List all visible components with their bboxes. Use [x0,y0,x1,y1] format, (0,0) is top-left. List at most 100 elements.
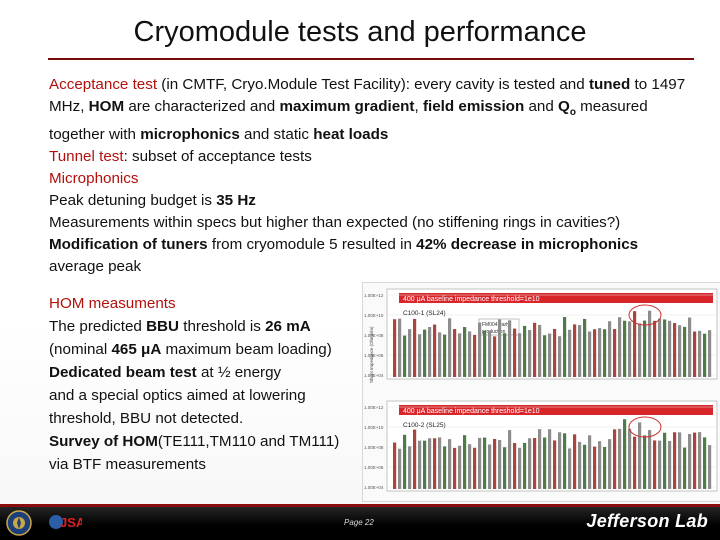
y-tick-label: 1.00E+08 [364,445,384,450]
special-optics-line: and a special optics aimed at lowering [49,387,306,404]
impedance-bar [633,311,637,377]
bbu-not-detected-line: threshold, BBU not detected. [49,410,244,427]
acceptance-test-label: Acceptance test [49,76,158,93]
impedance-bar [658,318,662,377]
impedance-bar [478,437,482,489]
impedance-bar [428,438,432,489]
plot-frame [386,400,718,492]
impedance-bar [503,447,507,489]
impedance-bar [658,440,662,489]
slide-title: Cryomodule tests and performance [133,16,587,48]
threshold-banner [399,405,713,415]
acceptance-test-paragraph: Acceptance test (in CMTF, Cryo.Module Te… [49,74,697,146]
impedance-bar [683,447,687,489]
impedance-bar [628,428,632,489]
impedance-bar [703,437,707,489]
impedance-bar [668,320,672,377]
subscript: o [569,107,576,119]
impedance-bar [648,310,652,377]
impedance-bar [393,442,397,489]
impedance-bar [528,438,532,489]
impedance-bar [673,323,677,377]
text-run: average peak [49,258,142,276]
impedance-bar [708,330,712,377]
impedance-bar [478,322,482,377]
text-run: measured together with [49,98,648,144]
impedance-bar [438,437,442,489]
impedance-bar [473,334,477,377]
impedance-bar [418,440,422,489]
hom-label: HOM measuments [49,295,176,312]
impedance-bar [413,318,417,377]
impedance-bar [608,439,612,489]
impedance-bar [643,320,647,377]
impedance-bar [393,319,397,377]
bold-run: microphonics [140,126,240,144]
footer-bar [0,504,720,540]
title-divider [48,58,694,60]
impedance-bar [513,328,517,377]
impedance-bar [653,440,657,489]
bold-run: Modification of tuners [49,236,208,254]
impedance-bar [458,445,462,489]
bold-run: 26 mA [265,318,311,335]
text-run: (TE111,TM110 and TM111) [157,433,340,450]
impedance-bar [558,432,562,489]
y-tick-label: 1.00E+10 [364,425,384,430]
impedance-bar [493,438,497,489]
impedance-bar [438,332,442,377]
impedance-bar [683,326,687,377]
impedance-bar [578,441,582,489]
impedance-bar [608,321,612,377]
jefferson-lab-logo: Jefferson Lab [586,511,708,531]
impedance-bar [503,333,507,377]
impedance-bar [593,446,597,489]
impedance-bar [443,334,447,377]
impedance-bar [543,335,547,377]
bold-run: Survey of HOM [49,433,158,450]
impedance-bar [678,325,682,377]
impedance-bar [643,435,647,489]
highlight-ellipse [628,304,662,326]
impedance-bar [448,439,452,489]
highlight-ellipse [628,416,662,438]
impedance-bar [603,329,607,377]
measurements-line: Measurements within specs but higher tha… [49,214,621,232]
impedance-bar [558,336,562,377]
impedance-bar [488,330,492,377]
impedance-bar [633,436,637,489]
bold-run: heat loads [313,126,389,144]
impedance-bar [408,446,412,489]
impedance-bar [463,435,467,489]
text-run: and [524,98,558,115]
impedance-bar [523,442,527,489]
y-tick-label: 1.00E+12 [364,293,384,298]
impedance-bar [543,437,547,489]
impedance-bar [403,434,407,489]
impedance-bar [663,432,667,489]
impedance-bar [688,433,692,489]
impedance-bar [593,329,597,377]
impedance-bar [483,437,487,489]
bold-run: 465 μA [111,341,162,358]
impedance-bar [443,446,447,489]
y-tick-label: 1.00E+04 [364,485,384,490]
impedance-bar [623,320,627,377]
plot-frame [386,288,718,380]
bold-run: Q [558,98,570,115]
impedance-bar [508,320,512,377]
impedance-bar [483,330,487,377]
text-run: Peak detuning budget is [49,192,217,210]
impedance-bar [548,429,552,489]
impedance-bar [573,324,577,377]
bold-run: 35 Hz [216,192,256,210]
impedance-bar [578,325,582,377]
microphonics-label: Microphonics [49,170,139,188]
impedance-bar [428,326,432,377]
impedance-bar [473,447,477,489]
impedance-bar [453,447,457,489]
text-run: from cryomodule 5 resulted in [207,236,417,254]
text-run: (nominal [49,341,112,358]
impedance-bar [708,445,712,489]
y-tick-label: 1.00E+10 [364,313,384,318]
